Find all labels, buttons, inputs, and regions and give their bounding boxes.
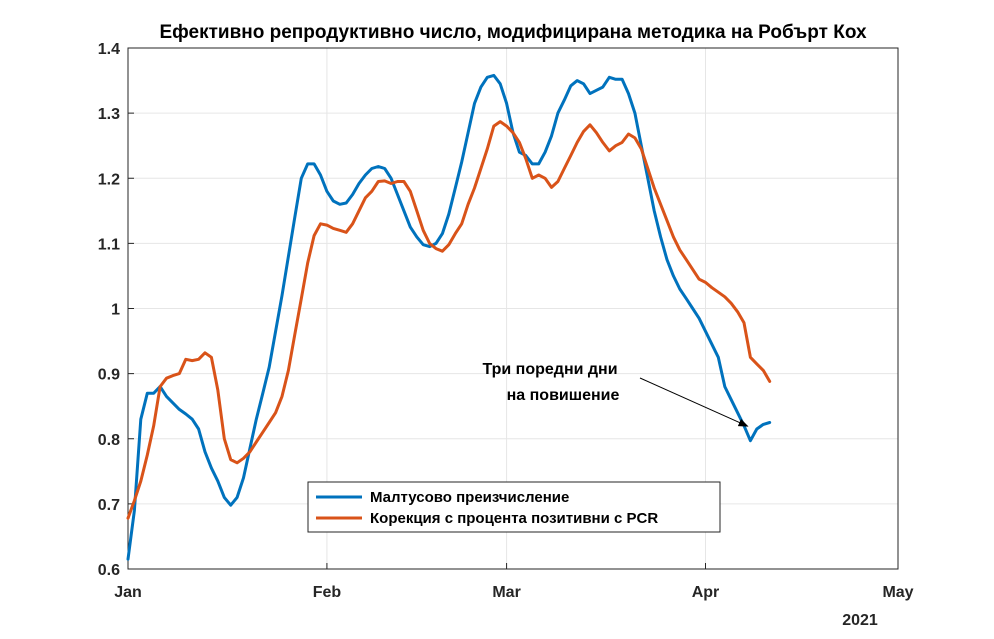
y-tick-label: 1.1: [98, 236, 120, 253]
legend-label-series-2: Корекция с процента позитивни с PCR: [370, 510, 658, 527]
legend-box: [307, 481, 721, 533]
x-tick-label: Mar: [492, 584, 520, 601]
y-tick-label: 1.3: [98, 106, 120, 123]
x-axis: Jan Feb Mar Apr May: [114, 563, 914, 601]
series-line-2: [126, 120, 772, 520]
annotation-layer: Три поредни дни на повишение: [482, 361, 749, 427]
x-tick-label: Feb: [313, 584, 342, 601]
legend: Малтусово преизчисление Корекция с проце…: [307, 481, 721, 533]
y-tick-label: 1.2: [98, 171, 120, 188]
chart-title: Ефективно репродуктивно число, модифицир…: [159, 22, 866, 43]
annotation-arrow: [639, 377, 749, 427]
x-tick-label: Apr: [692, 584, 720, 601]
y-tick-label: 1.4: [98, 41, 120, 58]
y-tick-label: 0.7: [98, 497, 120, 514]
legend-label-series-1: Малтусово преизчисление: [370, 489, 569, 506]
annotation-line-1: Три поредни дни: [482, 361, 617, 378]
series-line-1: [126, 73, 772, 561]
x-tick-label: May: [882, 584, 913, 601]
y-tick-label: 0.6: [98, 562, 120, 579]
series-layer: [126, 73, 772, 561]
y-tick-label: 1: [111, 302, 120, 319]
year-label: 2021: [842, 612, 878, 629]
y-tick-label: 0.9: [98, 367, 120, 384]
y-tick-label: 0.8: [98, 432, 120, 449]
x-tick-label: Jan: [114, 584, 142, 601]
annotation-line-2: на повишение: [507, 387, 620, 404]
y-axis: 0.6 0.7 0.8 0.9 1 1.1 1.2 1.3 1.4: [98, 41, 134, 579]
